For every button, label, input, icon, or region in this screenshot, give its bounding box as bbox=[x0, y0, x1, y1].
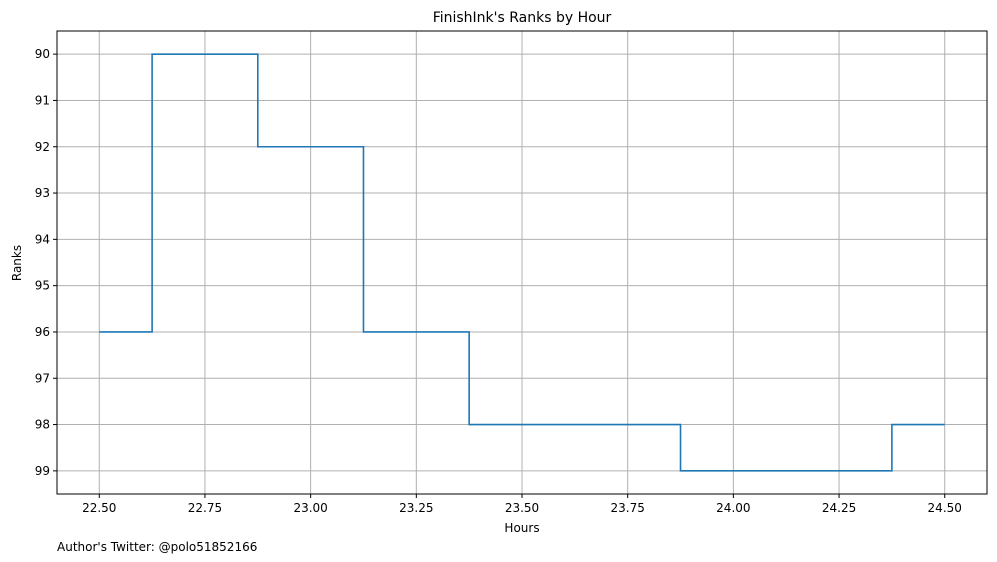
x-axis-ticks: 22.50 22.75 23.00 23.25 23.50 23.75 24.00 24.25… bbox=[82, 494, 962, 515]
x-axis-label: Hours bbox=[504, 521, 539, 535]
x-tick-label: 24.50 bbox=[928, 501, 962, 515]
x-tick-label: 22.75 bbox=[188, 501, 222, 515]
x-tick-label: 23.75 bbox=[611, 501, 645, 515]
y-tick-label: 92 bbox=[35, 140, 50, 154]
x-tick-label: 23.00 bbox=[293, 501, 327, 515]
y-axis-ticks: 90 91 92 93 94 95 96 97 98 99 bbox=[35, 47, 57, 478]
x-tick-label: 23.50 bbox=[505, 501, 539, 515]
y-tick-label: 94 bbox=[35, 232, 50, 246]
x-tick-label: 24.25 bbox=[822, 501, 856, 515]
y-tick-label: 98 bbox=[35, 418, 50, 432]
y-tick-label: 97 bbox=[35, 371, 50, 385]
x-tick-label: 23.25 bbox=[399, 501, 433, 515]
author-credit: Author's Twitter: @polo51852166 bbox=[57, 540, 257, 554]
y-tick-label: 90 bbox=[35, 47, 50, 61]
y-tick-label: 93 bbox=[35, 186, 50, 200]
rank-step-line bbox=[99, 53, 945, 472]
x-tick-label: 22.50 bbox=[82, 501, 116, 515]
y-tick-label: 91 bbox=[35, 93, 50, 107]
y-axis-label: Ranks bbox=[10, 245, 24, 281]
series-layer bbox=[99, 53, 945, 472]
chart-title: FinishInk's Ranks by Hour bbox=[433, 10, 612, 26]
x-tick-label: 24.00 bbox=[716, 501, 750, 515]
y-tick-label: 96 bbox=[35, 325, 50, 339]
y-tick-label: 95 bbox=[35, 279, 50, 293]
y-tick-label: 99 bbox=[35, 464, 50, 478]
